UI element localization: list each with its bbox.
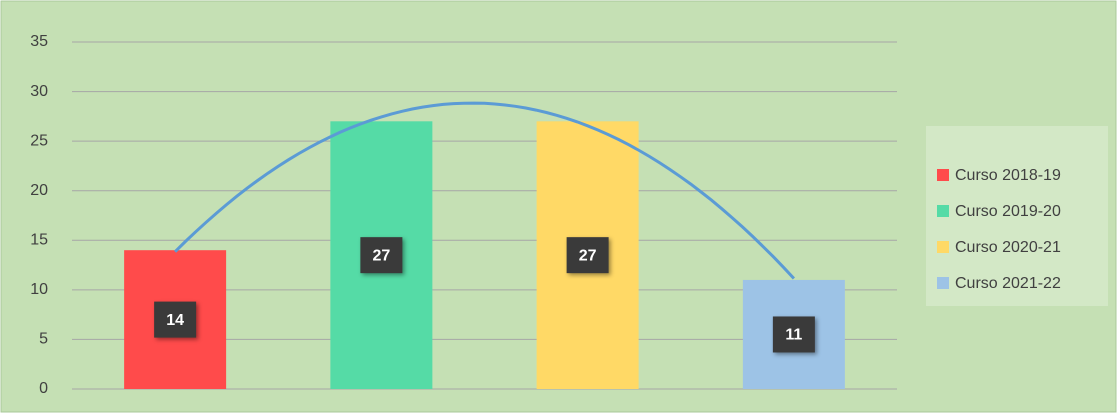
data-label: 27	[579, 247, 597, 264]
legend-label: Curso 2019-20	[955, 203, 1061, 220]
legend-swatch	[937, 169, 949, 181]
trendline	[174, 101, 795, 280]
data-label: 14	[166, 312, 184, 329]
y-tick-label: 0	[39, 380, 48, 397]
legend-swatch	[937, 205, 949, 217]
data-label: 11	[785, 327, 802, 344]
legend-swatch	[937, 241, 949, 253]
legend-swatch	[937, 277, 949, 289]
legend-label: Curso 2020-21	[955, 239, 1061, 256]
data-label-box	[772, 316, 815, 353]
legend-label: Curso 2018-19	[955, 167, 1061, 184]
y-tick-label: 10	[30, 281, 48, 298]
y-tick-label: 25	[30, 132, 48, 149]
y-tick-label: 30	[30, 83, 48, 100]
y-tick-label: 35	[30, 33, 48, 50]
y-tick-label: 5	[39, 331, 48, 348]
data-label-box	[154, 301, 197, 338]
data-label-box	[566, 237, 609, 274]
y-tick-label: 15	[30, 232, 48, 249]
y-tick-label: 20	[30, 182, 48, 199]
data-label-box	[360, 237, 403, 274]
legend-box	[926, 126, 1108, 306]
data-label: 27	[372, 247, 390, 264]
legend-label: Curso 2021-22	[955, 275, 1061, 292]
